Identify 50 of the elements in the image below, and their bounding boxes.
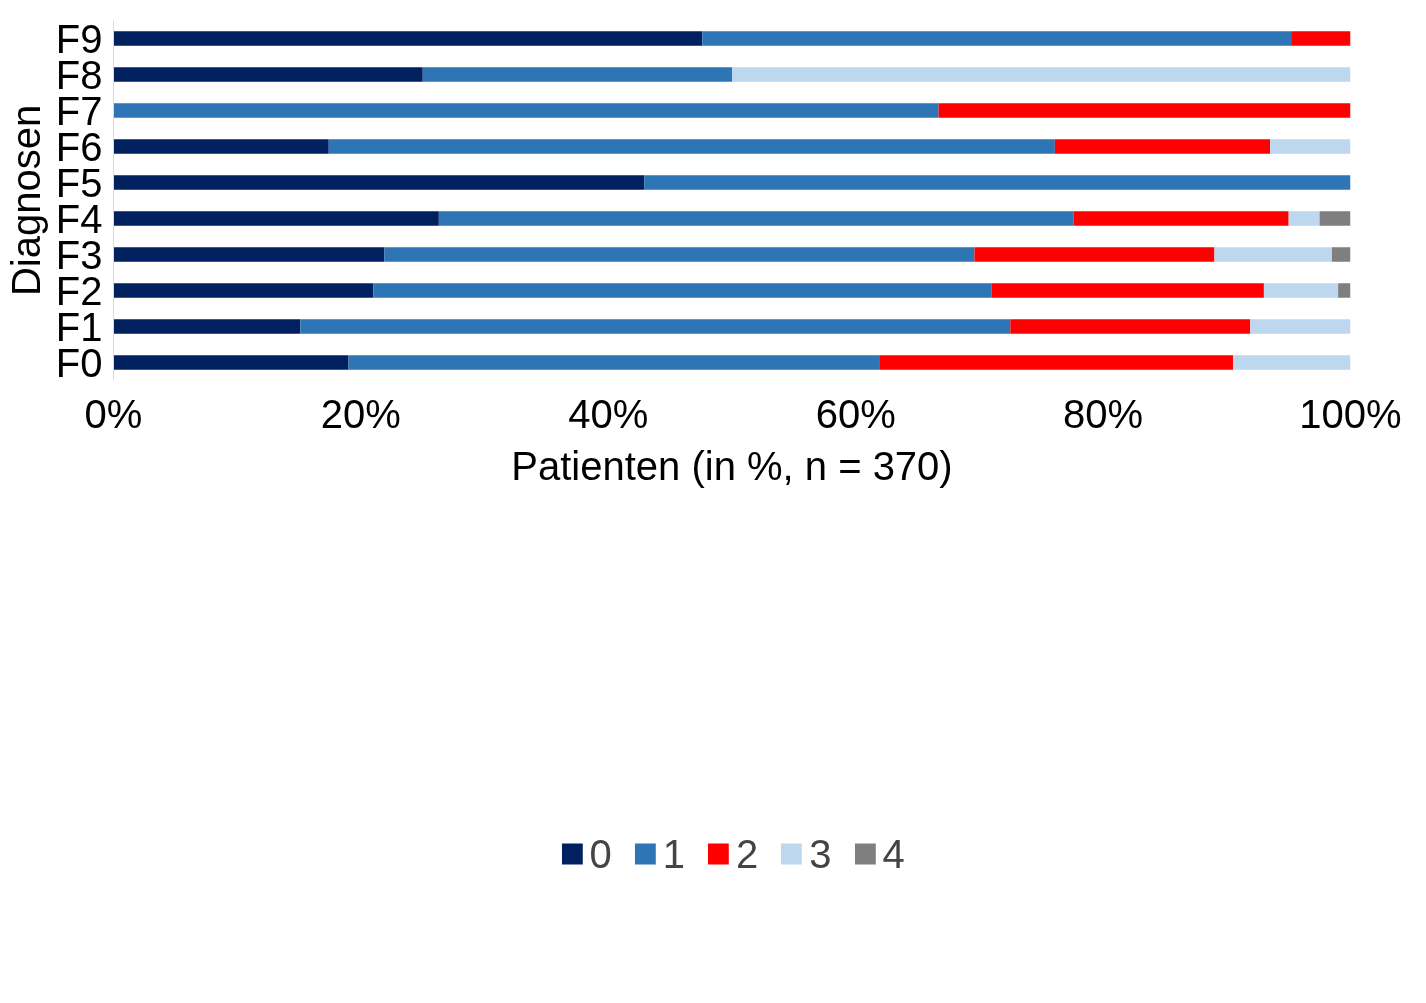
bar xyxy=(1270,139,1351,154)
bar xyxy=(113,283,374,298)
bar xyxy=(113,175,645,190)
legend-label: 0 xyxy=(589,831,612,877)
legend-label: 4 xyxy=(882,831,905,877)
bar xyxy=(113,247,385,262)
bar xyxy=(1291,31,1351,46)
bar xyxy=(974,247,1215,262)
x-tick-label: 80% xyxy=(1063,391,1144,436)
x-tick-label: 60% xyxy=(815,391,896,436)
legend-label: 2 xyxy=(735,831,759,877)
x-tick-label: 100% xyxy=(1299,391,1402,436)
bar xyxy=(384,247,975,262)
bar xyxy=(1263,283,1339,298)
x-tick-label: 0% xyxy=(84,391,143,436)
bar xyxy=(438,211,1074,226)
bar xyxy=(113,67,423,82)
bar xyxy=(113,103,939,118)
bar xyxy=(373,283,992,298)
bar xyxy=(1288,211,1320,226)
bar xyxy=(113,31,703,46)
bar xyxy=(1214,247,1332,262)
bar xyxy=(113,139,329,154)
bar xyxy=(1250,319,1351,334)
bar xyxy=(1319,211,1351,226)
y-axis-title: Diagnosen xyxy=(3,104,48,297)
bar xyxy=(1331,247,1351,262)
bar xyxy=(702,31,1292,46)
bar xyxy=(1338,283,1351,298)
bar xyxy=(422,67,732,82)
bar xyxy=(1054,139,1271,154)
bar xyxy=(1073,211,1289,226)
bar xyxy=(644,175,1351,190)
bar xyxy=(938,103,1351,118)
bar xyxy=(1010,319,1251,334)
bar xyxy=(300,319,1011,334)
bar xyxy=(328,139,1055,154)
x-tick-label: 40% xyxy=(568,391,649,436)
bar xyxy=(113,211,439,226)
legend-label: 3 xyxy=(809,831,832,877)
x-axis-title: Patienten (in %, n = 370) xyxy=(511,443,953,488)
bar xyxy=(991,283,1264,298)
legend-label: 1 xyxy=(662,831,685,877)
bar xyxy=(113,319,301,334)
bar xyxy=(348,355,880,370)
bar xyxy=(879,355,1233,370)
bar xyxy=(1232,355,1351,370)
bar xyxy=(732,67,1351,82)
x-tick-label: 20% xyxy=(320,391,401,436)
bar xyxy=(113,355,349,370)
